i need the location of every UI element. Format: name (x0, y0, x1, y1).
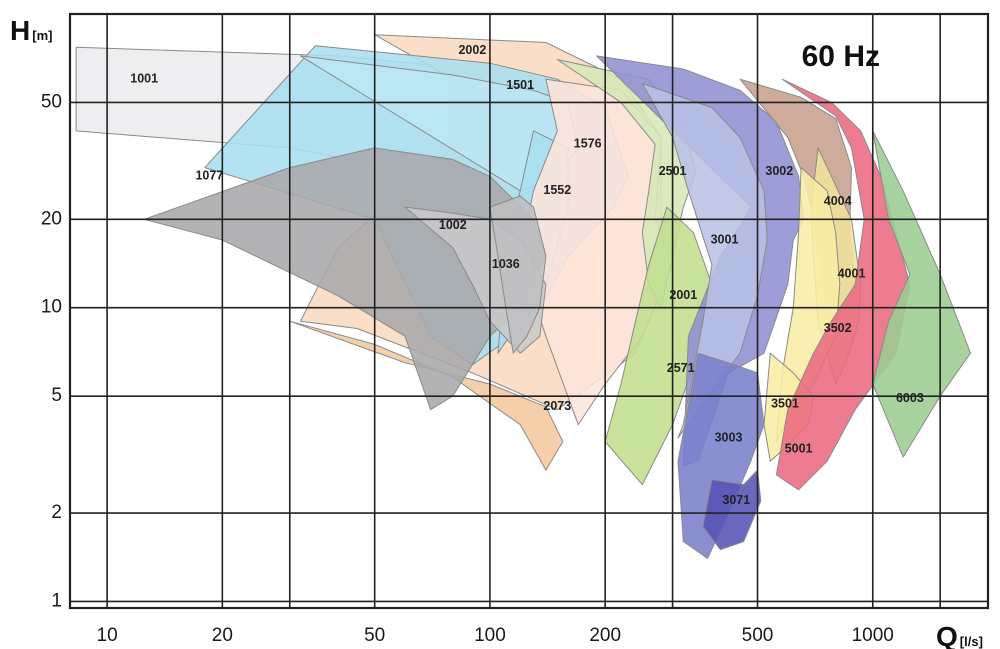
region-label-4001: 4001 (838, 267, 866, 281)
region-label-2001: 2001 (669, 288, 697, 302)
region-5001 (775, 78, 911, 491)
y-tick-label: 5 (51, 385, 62, 406)
axis-ticks: 10 20 50 100 200 500 1000 1 2 5 10 20 50 (41, 91, 894, 646)
plot-frame (68, 12, 990, 610)
region-2571 (604, 206, 713, 486)
y-axis-unit: [m] (32, 28, 52, 43)
y-tick-label: 50 (41, 91, 62, 112)
x-axis-label: Q [l/s] (936, 621, 983, 649)
region-label-3071: 3071 (722, 493, 750, 507)
y-axis-label: H [m] (10, 15, 52, 46)
x-tick-label: 500 (742, 625, 774, 646)
y-tick-label: 1 (51, 590, 62, 611)
x-tick-label: 50 (364, 625, 385, 646)
x-tick-label: 200 (589, 625, 621, 646)
region-label-3001: 3001 (711, 232, 739, 246)
region-label-1036: 1036 (492, 257, 520, 271)
region-label-1002: 1002 (439, 218, 467, 232)
region-label-3003: 3003 (715, 430, 743, 444)
pump-regions (75, 34, 971, 559)
region-label-3501: 3501 (771, 396, 799, 410)
region-label-5001: 5001 (785, 441, 813, 455)
region-label-2571: 2571 (667, 361, 695, 375)
x-tick-label: 20 (212, 625, 233, 646)
chart-title: 60 Hz (802, 40, 880, 73)
region-label-1501: 1501 (506, 78, 534, 92)
region-label-1576: 1576 (574, 137, 602, 151)
region-label-2002: 2002 (458, 43, 486, 57)
y-tick-label: 20 (41, 208, 62, 229)
x-axis-unit: [l/s] (960, 634, 983, 649)
region-label-2073: 2073 (543, 399, 571, 413)
region-label-4004: 4004 (824, 194, 852, 208)
x-axis-name: Q (936, 621, 958, 649)
region-label-6003: 6003 (896, 391, 924, 405)
region-1036 (489, 195, 547, 354)
grid-lines (68, 12, 990, 610)
region-label-1001: 1001 (130, 71, 158, 85)
y-tick-label: 2 (51, 502, 62, 523)
region-label-1552: 1552 (543, 183, 571, 197)
region-6003 (872, 130, 971, 458)
y-axis-name: H (10, 15, 30, 46)
x-tick-label: 100 (474, 625, 506, 646)
region-3071 (702, 469, 762, 551)
region-label-3502: 3502 (824, 321, 852, 335)
region-labels: 1001 2002 2073 1576 1501 1552 2001 2501 2571 3002… (130, 43, 924, 507)
region-label-1077: 1077 (195, 169, 223, 183)
region-label-3002: 3002 (765, 164, 793, 178)
region-label-2501: 2501 (659, 164, 687, 178)
x-tick-label: 1000 (852, 625, 894, 646)
y-tick-label: 10 (41, 297, 62, 318)
x-tick-label: 10 (97, 625, 118, 646)
